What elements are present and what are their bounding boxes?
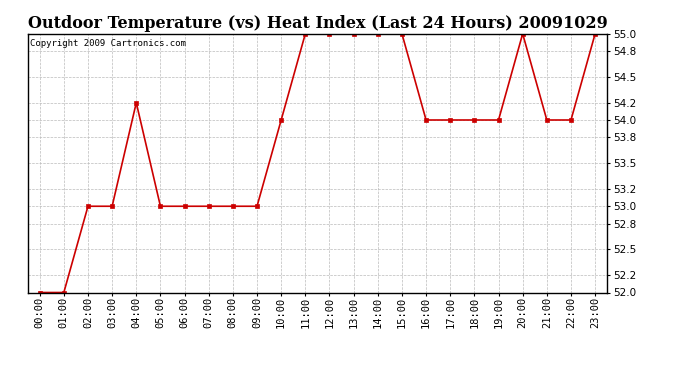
Title: Outdoor Temperature (vs) Heat Index (Last 24 Hours) 20091029: Outdoor Temperature (vs) Heat Index (Las… (28, 15, 607, 32)
Text: Copyright 2009 Cartronics.com: Copyright 2009 Cartronics.com (30, 39, 186, 48)
